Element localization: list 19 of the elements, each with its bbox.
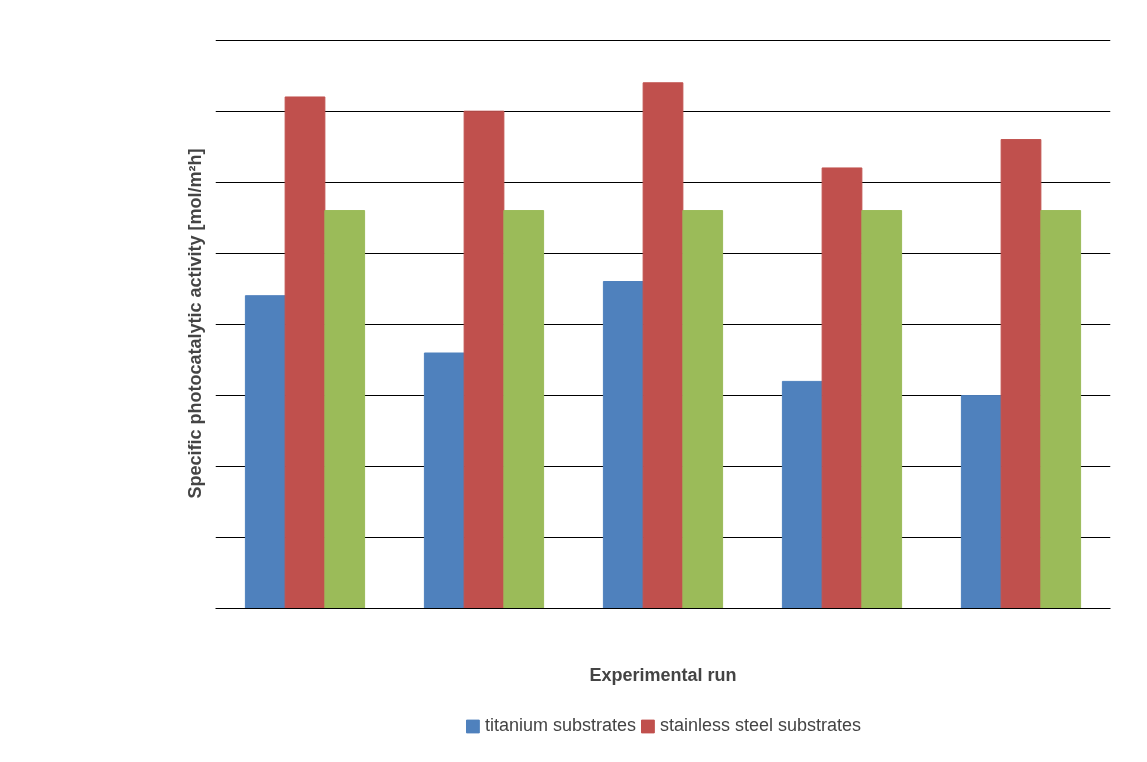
bar bbox=[960, 395, 1002, 609]
bar bbox=[423, 352, 465, 609]
bar bbox=[503, 210, 545, 609]
bar bbox=[602, 281, 644, 609]
bar bbox=[284, 96, 326, 609]
bar bbox=[861, 210, 903, 609]
legend-label: stainless steel substrates bbox=[659, 715, 862, 736]
bar bbox=[642, 82, 684, 609]
bar bbox=[1040, 210, 1082, 609]
bar bbox=[324, 210, 366, 609]
bar bbox=[682, 210, 724, 609]
bar bbox=[244, 295, 286, 609]
bar bbox=[781, 380, 823, 609]
bar bbox=[463, 110, 505, 609]
x-axis-title: Experimental run bbox=[589, 664, 737, 685]
legend-label: titanium substrates bbox=[484, 715, 636, 736]
bar bbox=[1000, 139, 1042, 609]
bar bbox=[821, 167, 863, 609]
y-axis-title: Specific photocatalytic activity [mol/m²h] bbox=[184, 148, 205, 499]
